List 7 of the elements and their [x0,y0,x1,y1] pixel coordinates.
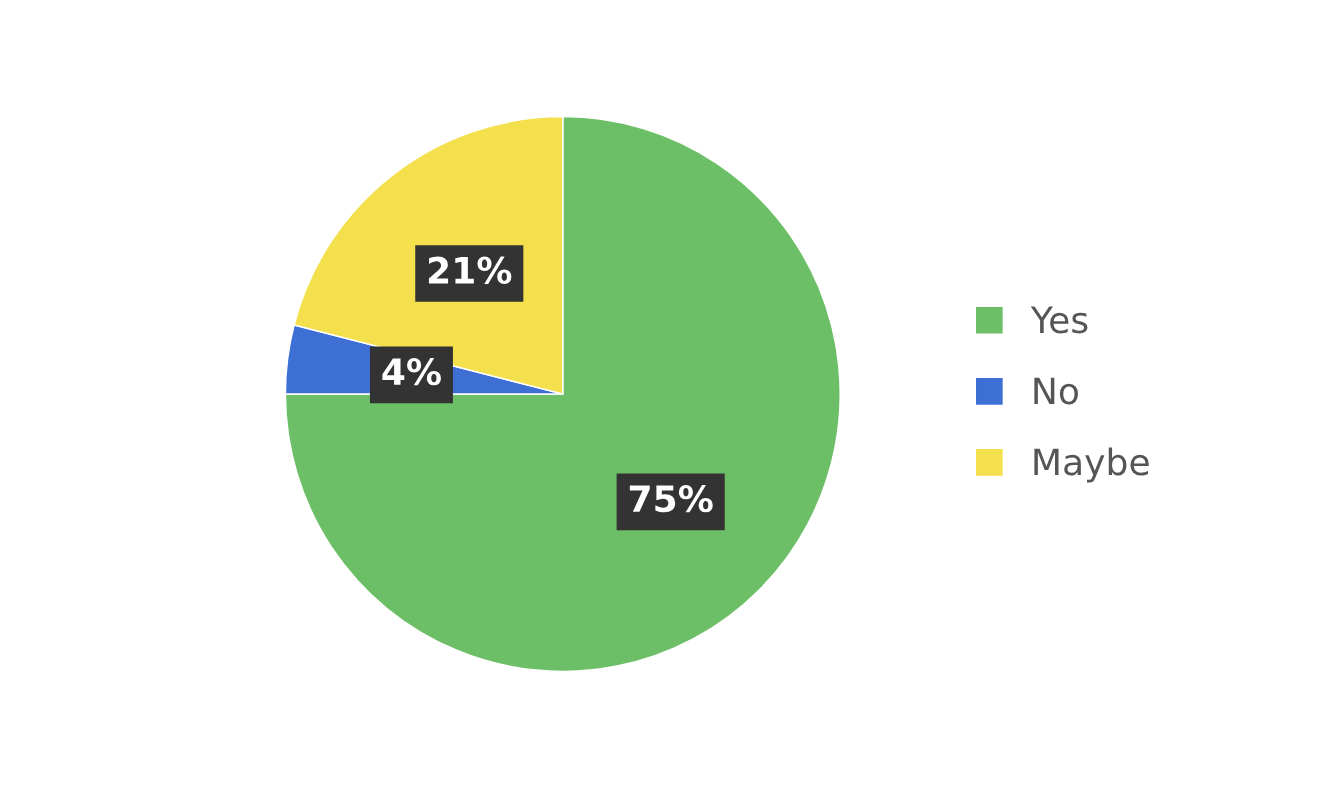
data-label: 75% [629,485,713,513]
legend-label: Maybe [1034,447,1149,483]
legend-label: No [1034,377,1078,405]
data-label: 4% [382,358,441,386]
data-label: 21% [428,256,512,284]
legend-label: Yes [1030,306,1088,334]
pie-slice [284,115,841,673]
